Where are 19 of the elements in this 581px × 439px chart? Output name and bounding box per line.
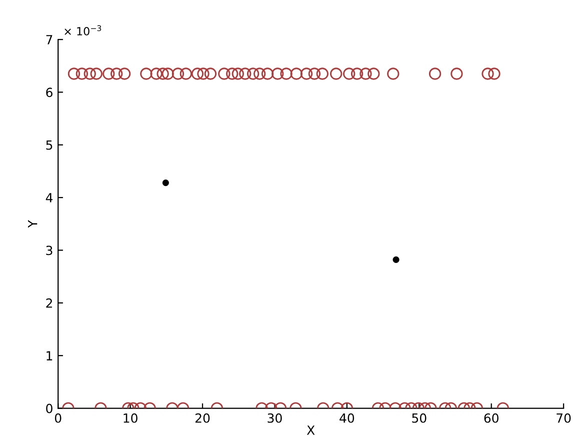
x-axis-title: X	[306, 426, 315, 435]
x-tick-label: 40	[340, 413, 354, 423]
y-tick-label: 0	[46, 404, 52, 414]
x-tick-label: 60	[484, 413, 498, 423]
y-tick-label: 3	[46, 246, 52, 256]
x-tick-label: 70	[556, 413, 571, 423]
y-tick-label: 5	[46, 140, 52, 150]
x-tick-label: 50	[412, 413, 426, 423]
y-tick-label: 1	[46, 351, 52, 360]
y-axis-title: Y	[28, 220, 38, 228]
x-tick-label: 0	[54, 413, 62, 423]
y-tick-label: 2	[46, 298, 52, 308]
y-tick-label: 4	[46, 193, 53, 202]
x-tick-label: 10	[124, 413, 138, 423]
x-tick-label: 30	[268, 413, 282, 423]
y-tick-label: 7	[46, 35, 52, 44]
x-tick-label: 20	[195, 413, 210, 423]
text: × 10$^{−3}$	[64, 25, 102, 36]
y-tick-label: 6	[46, 88, 52, 98]
